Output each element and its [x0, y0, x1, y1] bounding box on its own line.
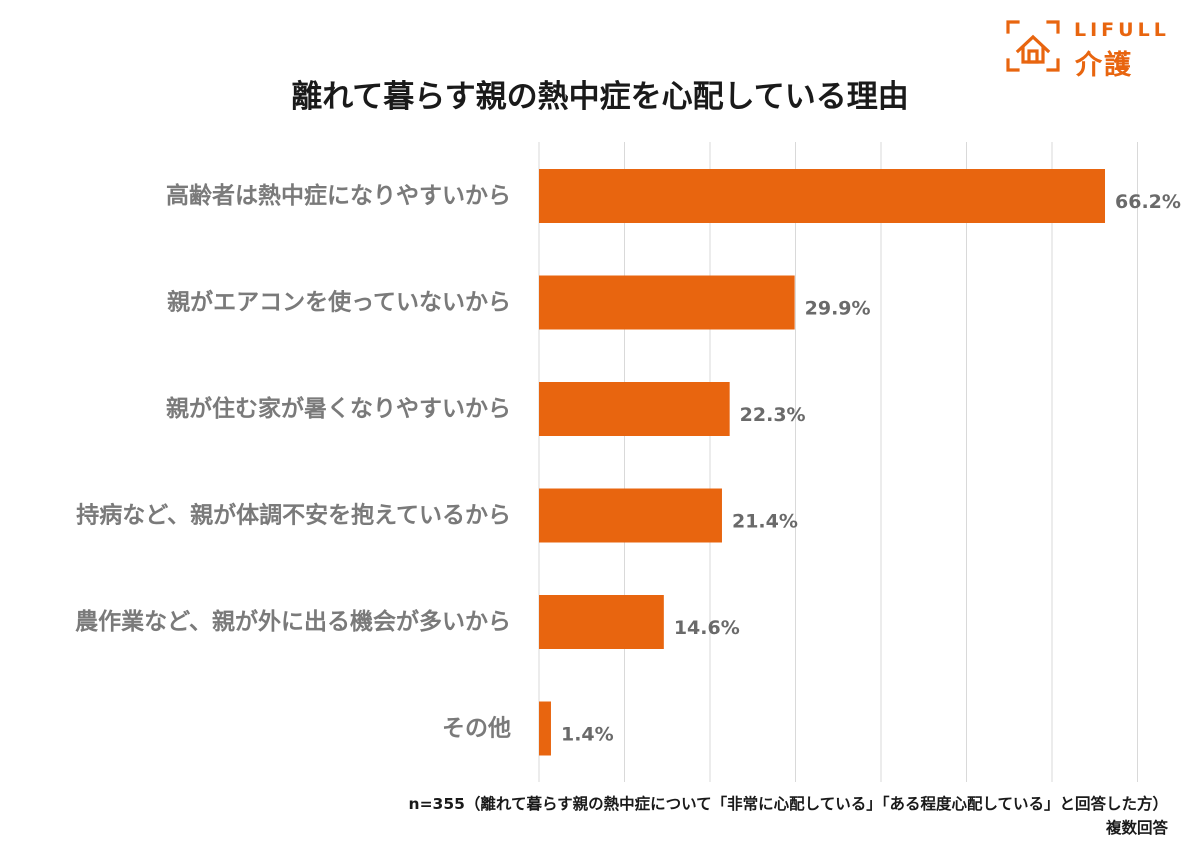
- value-label: 29.9%: [805, 298, 871, 320]
- category-label: 高齢者は熱中症になりやすいから: [166, 182, 511, 209]
- value-label: 21.4%: [732, 511, 798, 533]
- bar: [539, 595, 664, 649]
- value-label: 22.3%: [740, 404, 806, 426]
- category-label: 親が住む家が暑くなりやすいから: [166, 395, 511, 422]
- value-label: 66.2%: [1115, 191, 1181, 213]
- bar: [539, 382, 730, 436]
- logo-service-text: 介護: [1075, 50, 1133, 81]
- lifull-kaigo-logo: LIFULL 介護: [1004, 18, 1166, 81]
- category-label: 農作業など、親が外に出る機会が多いから: [75, 608, 511, 635]
- category-label: 持病など、親が体調不安を抱えているから: [76, 502, 511, 529]
- bar: [539, 169, 1106, 223]
- bar: [539, 701, 551, 756]
- value-labels: 66.2% 29.9% 22.3% 21.4% 14.6% 1.4%: [561, 191, 1181, 746]
- category-label: 親がエアコンを使っていないから: [167, 289, 511, 316]
- value-label: 1.4%: [561, 724, 614, 746]
- house-logo-icon: [1006, 20, 1060, 72]
- sample-footnote: n=355（離れて暮らす親の熱中症について「非常に心配している」「ある程度心配し…: [408, 795, 1168, 813]
- bars: [539, 169, 1106, 756]
- bar: [539, 275, 795, 330]
- category-labels: 高齢者は熱中症になりやすいから親がエアコンを使っていないから親が住む家が暑くなり…: [75, 182, 511, 742]
- grid-lines: [538, 142, 1138, 782]
- bar: [539, 488, 722, 543]
- value-label: 14.6%: [674, 617, 740, 639]
- answer-type-note: 複数回答: [1105, 819, 1168, 837]
- chart-title: 離れて暮らす親の熱中症を心配している理由: [291, 79, 909, 115]
- logo-brand-text: LIFULL: [1074, 19, 1170, 41]
- category-label: その他: [442, 716, 511, 742]
